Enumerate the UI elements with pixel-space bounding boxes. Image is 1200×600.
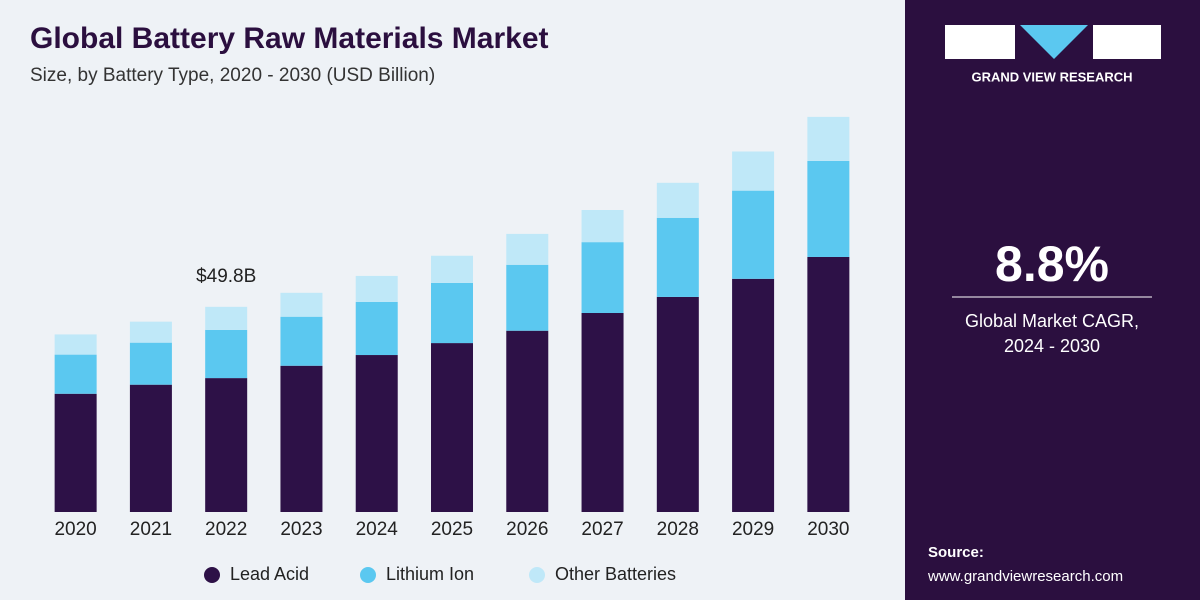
- bar-segment: [506, 233, 549, 265]
- logo-block: [945, 25, 1015, 59]
- bar-segment: [656, 217, 699, 297]
- x-tick-label: 2027: [581, 519, 623, 540]
- bar-segment: [355, 355, 398, 512]
- bar-segment: [54, 334, 97, 355]
- source-label: Source:: [928, 544, 984, 561]
- bar-segment: [581, 242, 624, 314]
- bar-segment: [129, 384, 172, 512]
- x-tick-label: 2022: [205, 519, 247, 540]
- logo-triangle: [1020, 25, 1088, 59]
- logo-block: [1093, 25, 1161, 59]
- bar-segment: [656, 182, 699, 218]
- legend-marker: [204, 567, 220, 583]
- bar-segment: [732, 190, 775, 279]
- source-url: www.grandviewresearch.com: [927, 568, 1123, 585]
- x-tick-label: 2025: [431, 519, 473, 540]
- bar-segment: [280, 316, 323, 366]
- bar-segment: [129, 342, 172, 385]
- bar-segment: [807, 256, 850, 512]
- bar-segment: [581, 210, 624, 243]
- x-tick-label: 2024: [356, 519, 399, 540]
- bar-segment: [205, 306, 248, 330]
- bar-segment: [732, 151, 775, 191]
- bar-segment: [431, 282, 473, 344]
- bar-segment: [506, 330, 549, 512]
- logo: [945, 25, 1161, 59]
- legend-marker: [529, 567, 545, 583]
- legend-label: Other Batteries: [555, 564, 676, 584]
- bar-segment: [431, 343, 473, 512]
- x-tick-label: 2028: [657, 519, 699, 540]
- bar-segment: [732, 278, 775, 512]
- bar-segment: [807, 116, 850, 161]
- cagr-value: 8.8%: [995, 236, 1109, 292]
- chart-subtitle: Size, by Battery Type, 2020 - 2030 (USD …: [30, 65, 435, 86]
- bar-segment: [280, 292, 323, 317]
- bar-segment: [54, 354, 97, 394]
- legend-marker: [360, 567, 376, 583]
- bar-segment: [581, 313, 624, 512]
- x-tick-label: 2030: [807, 519, 849, 540]
- cagr-label: Global Market CAGR,: [965, 311, 1139, 331]
- bar-segment: [355, 275, 398, 302]
- legend-label: Lithium Ion: [386, 564, 474, 584]
- chart-title: Global Battery Raw Materials Market: [30, 22, 549, 55]
- bar-segment: [54, 393, 97, 512]
- bar-segment: [205, 378, 248, 512]
- bar-segment: [355, 301, 398, 356]
- bar-segment: [205, 329, 248, 379]
- x-tick-label: 2023: [280, 519, 322, 540]
- bar-segment: [280, 365, 323, 512]
- x-tick-label: 2026: [506, 519, 548, 540]
- legend-label: Lead Acid: [230, 564, 309, 584]
- brand: GRAND VIEW RESEARCH: [971, 69, 1132, 84]
- bar-segment: [656, 296, 699, 512]
- bar-segment: [129, 321, 172, 343]
- x-tick-label: 2021: [130, 519, 172, 540]
- cagr-label: 2024 - 2030: [1004, 336, 1100, 356]
- annotation: $49.8B: [196, 266, 256, 287]
- bar-segment: [506, 264, 549, 331]
- bar-segment: [807, 160, 850, 257]
- bar-segment: [431, 255, 473, 283]
- x-tick-label: 2020: [54, 519, 96, 540]
- side-panel: [905, 0, 1200, 600]
- x-tick-label: 2029: [732, 519, 774, 540]
